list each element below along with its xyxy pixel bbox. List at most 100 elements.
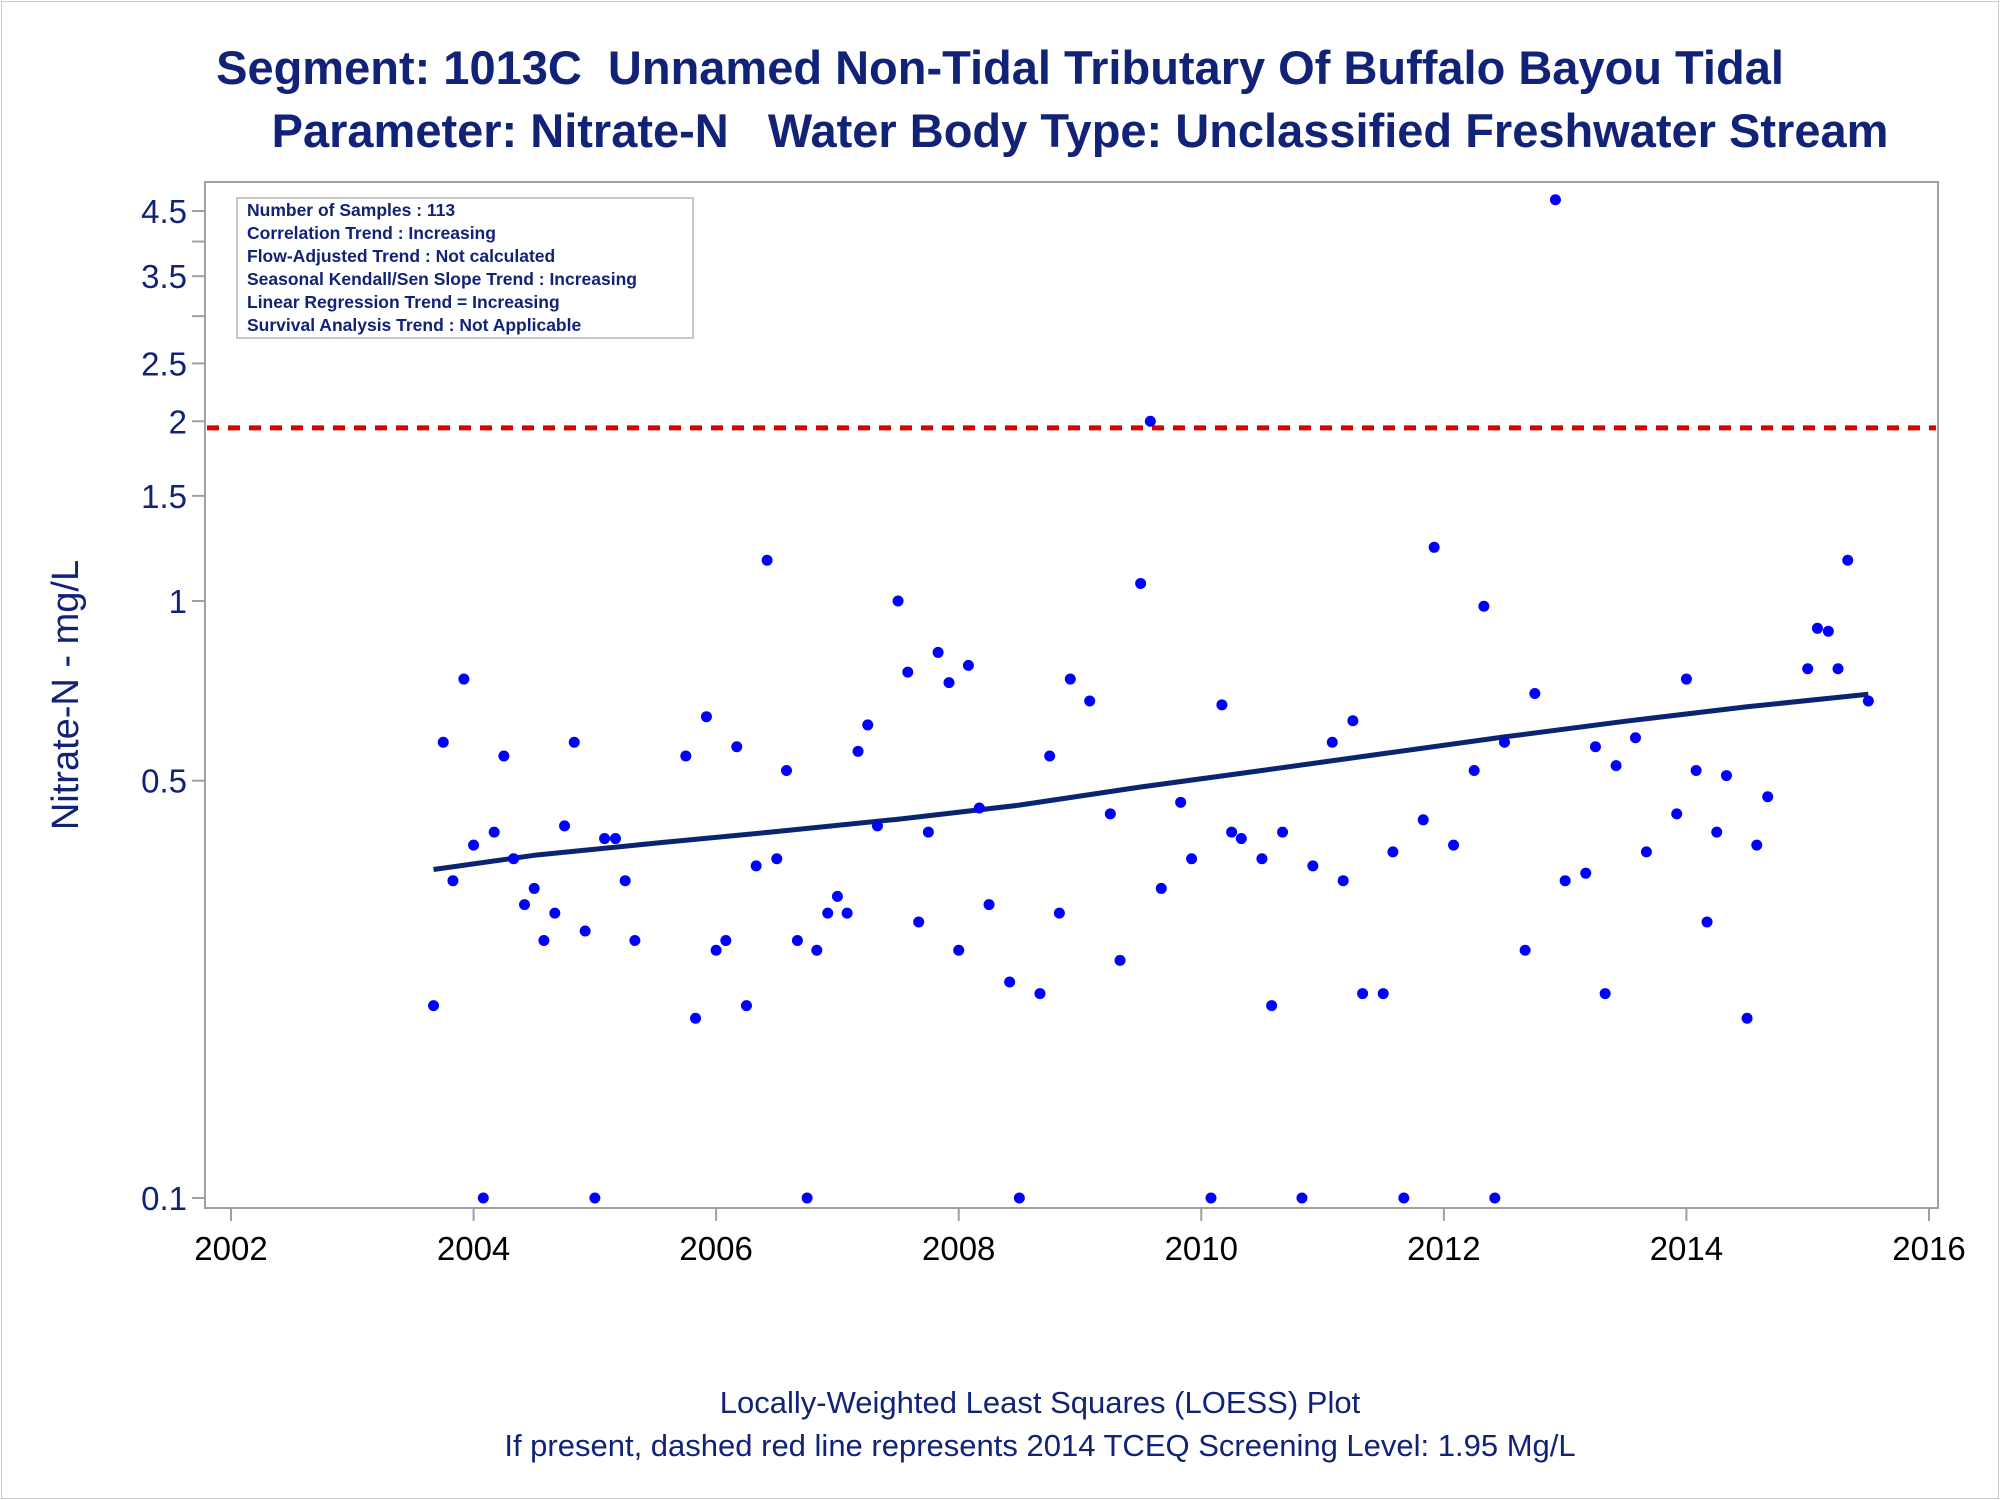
stats-legend-box: Number of Samples : 113 Correlation Tren… [236,197,694,339]
data-point [1559,875,1571,887]
data-point [1256,853,1268,865]
data-point [1711,826,1723,838]
data-point [1468,765,1480,777]
data-point [1690,765,1702,777]
x-axis: 2002 2004 2006 2008 2010 2012 2014 2016 [194,1208,1966,1267]
data-point [488,826,500,838]
data-point [680,750,692,762]
data-point [1842,554,1854,566]
data-point [1862,695,1874,707]
data-point [1701,916,1713,928]
data-point [1266,1000,1278,1012]
data-point [1629,732,1641,744]
y-tick-label: 4.5 [141,193,187,230]
data-point [538,934,550,946]
data-point [801,1192,813,1204]
data-point [599,833,611,845]
data-point [1529,687,1541,699]
data-point [1205,1192,1217,1204]
data-point [619,875,631,887]
data-point [710,944,722,956]
data-point [1610,760,1622,772]
footnote-line1: Locally-Weighted Least Squares (LOESS) P… [719,1385,1361,1420]
data-point [700,711,712,723]
data-point [1104,808,1116,820]
data-point [973,802,985,814]
data-point [1580,867,1592,879]
data-point [559,820,571,832]
x-tick-label: 2012 [1407,1230,1480,1267]
data-point [458,673,470,685]
data-point [1720,770,1732,782]
data-point [690,1012,702,1024]
data-point [1084,695,1096,707]
data-point [892,595,904,607]
data-point [943,677,955,689]
data-point [720,934,732,946]
data-point [1589,741,1601,753]
footnote-line2: If present, dashed red line represents 2… [504,1428,1576,1463]
data-point [1296,1192,1308,1204]
x-tick-label: 2002 [194,1230,267,1267]
data-point [1144,415,1156,427]
data-point [1832,663,1844,675]
data-point [1478,600,1490,612]
stats-line-samples: Number of Samples : 113 [247,200,455,220]
data-point [1762,791,1774,803]
data-point [428,1000,440,1012]
data-point [1671,808,1683,820]
data-point [1155,882,1167,894]
data-point [852,745,864,757]
data-point [750,860,762,872]
data-point [519,899,531,911]
data-point [1377,988,1389,1000]
y-axis: 0.1 0.5 1 1.5 2 2.5 3.5 4.5 [141,193,205,1217]
data-point [1499,736,1510,748]
x-tick-label: 2004 [437,1230,510,1267]
x-tick-label: 2008 [922,1230,995,1267]
data-point [1680,673,1692,685]
data-point [609,833,621,845]
data-point [1044,750,1056,762]
data-points [428,194,1874,1204]
data-point [1307,860,1319,872]
stats-line-seasonal-kendall: Seasonal Kendall/Sen Slope Trend : Incre… [247,269,637,289]
data-point [1357,988,1369,1000]
data-point [1235,833,1247,845]
data-point [1216,699,1228,711]
stats-line-correlation: Correlation Trend : Increasing [247,223,496,243]
data-point [498,750,510,762]
data-point [1417,814,1429,826]
data-point [1034,988,1046,1000]
data-point [1599,988,1611,1000]
x-tick-label: 2014 [1650,1230,1723,1267]
x-tick-label: 2010 [1165,1230,1238,1267]
data-point [1326,736,1338,748]
data-point [447,875,459,887]
data-point [1448,839,1460,851]
data-point [771,853,783,865]
data-point [761,554,773,566]
data-point [740,1000,752,1012]
data-point [1013,1192,1025,1204]
data-point [1064,673,1076,685]
data-point [1004,976,1016,988]
data-point [962,659,974,671]
data-point [811,944,823,956]
data-point [477,1192,489,1204]
y-tick-label: 0.1 [141,1180,187,1217]
y-tick-label: 1 [169,583,187,620]
data-point [1347,715,1359,727]
y-tick-label: 0.5 [141,763,187,800]
data-point [841,907,853,919]
data-point [568,736,580,748]
data-point [902,666,914,678]
y-tick-label: 2 [169,403,187,440]
data-point [822,907,834,919]
data-point [1519,944,1531,956]
data-point [780,765,792,777]
data-point [437,736,449,748]
data-point [1337,875,1349,887]
